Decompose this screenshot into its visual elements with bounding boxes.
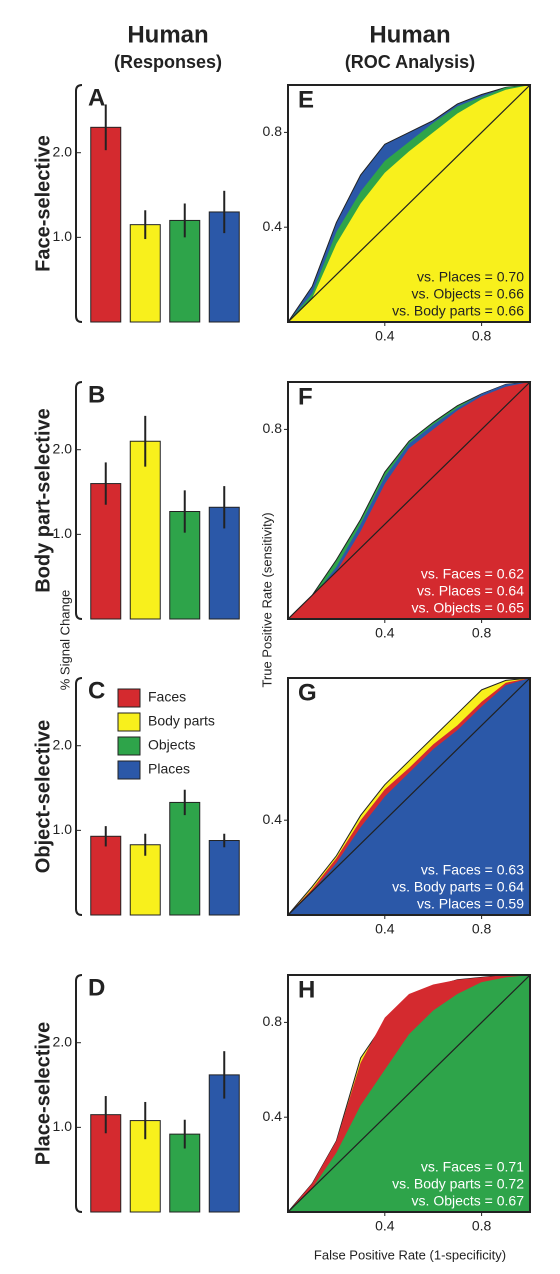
x-tick-label: 0.4 [375, 625, 395, 641]
bar [169, 1133, 201, 1213]
legend-swatch [117, 688, 141, 708]
y-axis-label: True Positive Rate (sensitivity) [259, 512, 274, 687]
column-subtitle: (ROC Analysis) [345, 52, 475, 72]
annotation: vs. Places = 0.70 [417, 269, 524, 285]
y-axis [75, 84, 83, 323]
legend-swatch [117, 712, 141, 732]
bar [90, 835, 122, 916]
diagonal [287, 84, 531, 323]
plot-frame [287, 677, 531, 916]
plot-frame [287, 381, 531, 620]
y-tick-label: 1.0 [53, 525, 73, 541]
bar [169, 801, 201, 916]
panel-letter: D [88, 974, 105, 1001]
y-tick-label: 2.0 [53, 143, 73, 159]
bar [208, 211, 240, 323]
x-tick-label: 0.4 [375, 328, 395, 344]
column-title: Human [127, 21, 208, 48]
annotation: vs. Faces = 0.62 [421, 566, 524, 582]
annotation: vs. Body parts = 0.66 [392, 303, 524, 319]
y-tick-label: 1.0 [53, 228, 73, 244]
panel-letter: G [298, 679, 317, 706]
legend-label: Places [148, 761, 190, 777]
annotation: vs. Objects = 0.66 [412, 286, 525, 302]
x-tick-label: 0.8 [472, 1218, 492, 1234]
plot-frame [287, 974, 531, 1213]
bar [208, 840, 240, 916]
x-tick-label: 0.4 [375, 1218, 395, 1234]
y-tick-label: 0.4 [263, 218, 283, 234]
y-tick-label: 0.8 [263, 123, 283, 139]
plot-frame [287, 84, 531, 323]
y-tick-label: 0.8 [263, 1013, 283, 1029]
y-tick-label: 0.4 [263, 1108, 283, 1124]
column-subtitle: (Responses) [114, 52, 222, 72]
annotation: vs. Body parts = 0.64 [392, 879, 524, 895]
y-tick-label: 0.8 [263, 420, 283, 436]
x-tick-label: 0.8 [472, 921, 492, 937]
legend-label: Objects [148, 737, 195, 753]
y-axis [75, 677, 83, 916]
diagonal [287, 974, 531, 1213]
y-tick-label: 2.0 [53, 440, 73, 456]
panel-letter: A [88, 84, 105, 111]
y-tick-label: 2.0 [53, 736, 73, 752]
y-axis-label: Body part-selective [32, 408, 54, 593]
y-axis-label: % Signal Change [57, 590, 72, 690]
annotation: vs. Faces = 0.71 [421, 1159, 524, 1175]
bar [129, 440, 161, 620]
legend-label: Faces [148, 689, 186, 705]
legend-swatch [117, 760, 141, 780]
annotation: vs. Places = 0.64 [417, 583, 524, 599]
legend-label: Body parts [148, 713, 215, 729]
diagonal [287, 381, 531, 620]
y-axis-label: Face-selective [32, 135, 54, 272]
y-axis [75, 381, 83, 620]
x-tick-label: 0.8 [472, 625, 492, 641]
y-tick-label: 0.4 [263, 811, 283, 827]
panel-letter: C [88, 677, 105, 704]
y-tick-label: 2.0 [53, 1033, 73, 1049]
annotation: vs. Places = 0.59 [417, 896, 524, 912]
bar [90, 483, 122, 620]
x-tick-label: 0.4 [375, 921, 395, 937]
annotation: vs. Objects = 0.65 [412, 600, 525, 616]
legend-swatch [117, 736, 141, 756]
x-tick-label: 0.8 [472, 328, 492, 344]
bar [129, 224, 161, 323]
panel-letter: F [298, 383, 313, 410]
y-axis [75, 974, 83, 1213]
y-tick-label: 1.0 [53, 1118, 73, 1134]
bar [90, 126, 122, 323]
y-axis-label: Object-selective [32, 720, 54, 873]
annotation: vs. Faces = 0.63 [421, 862, 524, 878]
column-title: Human [369, 21, 450, 48]
annotation: vs. Body parts = 0.72 [392, 1176, 524, 1192]
panel-letter: E [298, 86, 314, 113]
y-axis-label: Place-selective [32, 1022, 54, 1165]
x-axis-label: False Positive Rate (1-specificity) [314, 1247, 506, 1262]
bar [129, 844, 161, 916]
diagonal [287, 677, 531, 916]
panel-letter: H [298, 976, 315, 1003]
annotation: vs. Objects = 0.67 [412, 1193, 525, 1209]
panel-letter: B [88, 381, 105, 408]
y-tick-label: 1.0 [53, 821, 73, 837]
